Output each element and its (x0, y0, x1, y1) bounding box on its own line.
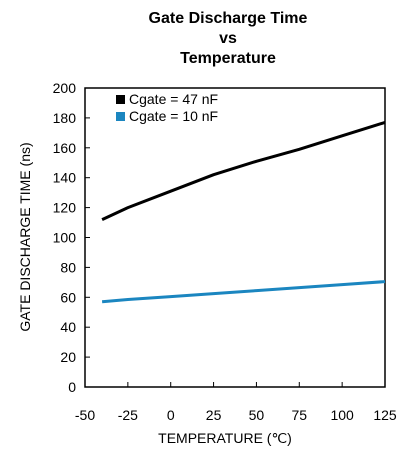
series-line-1 (101, 120, 386, 221)
legend-swatch-1 (116, 95, 125, 104)
legend-swatch-2 (116, 112, 125, 121)
chart-title-line-3: Temperature (180, 50, 276, 67)
y-tick-label: 0 (68, 379, 76, 395)
series-line-2 (101, 280, 386, 304)
x-axis-ticks: -50 -25 0 25 50 75 100 125 (75, 382, 397, 423)
x-tick-label: 0 (167, 407, 175, 423)
x-tick-label: -50 (75, 407, 95, 423)
plot-area (84, 87, 386, 388)
legend-label-1: Cgate = 47 nF (129, 91, 218, 107)
x-tick-label: 100 (330, 407, 354, 423)
series-lines (101, 120, 386, 304)
y-tick-label: 80 (60, 259, 76, 275)
x-tick-label: 75 (291, 407, 307, 423)
y-axis-ticks: 0 20 40 60 80 100 120 140 160 180 200 (53, 80, 90, 395)
y-tick-label: 200 (53, 80, 77, 96)
y-tick-label: 40 (60, 319, 76, 335)
x-tick-label: 125 (373, 407, 397, 423)
x-tick-label: -25 (118, 407, 138, 423)
y-tick-label: 140 (53, 170, 77, 186)
y-tick-label: 60 (60, 289, 76, 305)
x-tick-label: 50 (249, 407, 265, 423)
chart-title-line-1: Gate Discharge Time (149, 10, 308, 27)
y-tick-label: 160 (53, 140, 77, 156)
chart-title-line-2: vs (219, 30, 237, 47)
x-axis-label: TEMPERATURE (℃) (158, 430, 292, 446)
y-tick-label: 100 (53, 230, 77, 246)
y-axis-label: GATE DISCHARGE TIME (ns) (17, 142, 33, 331)
x-tick-label: 25 (206, 407, 222, 423)
y-tick-label: 180 (53, 110, 77, 126)
legend-background (108, 90, 264, 125)
chart-title: Gate Discharge Time vs Temperature (149, 10, 308, 67)
legend-label-2: Cgate = 10 nF (129, 108, 218, 124)
y-tick-label: 120 (53, 200, 77, 216)
y-tick-label: 20 (60, 349, 76, 365)
